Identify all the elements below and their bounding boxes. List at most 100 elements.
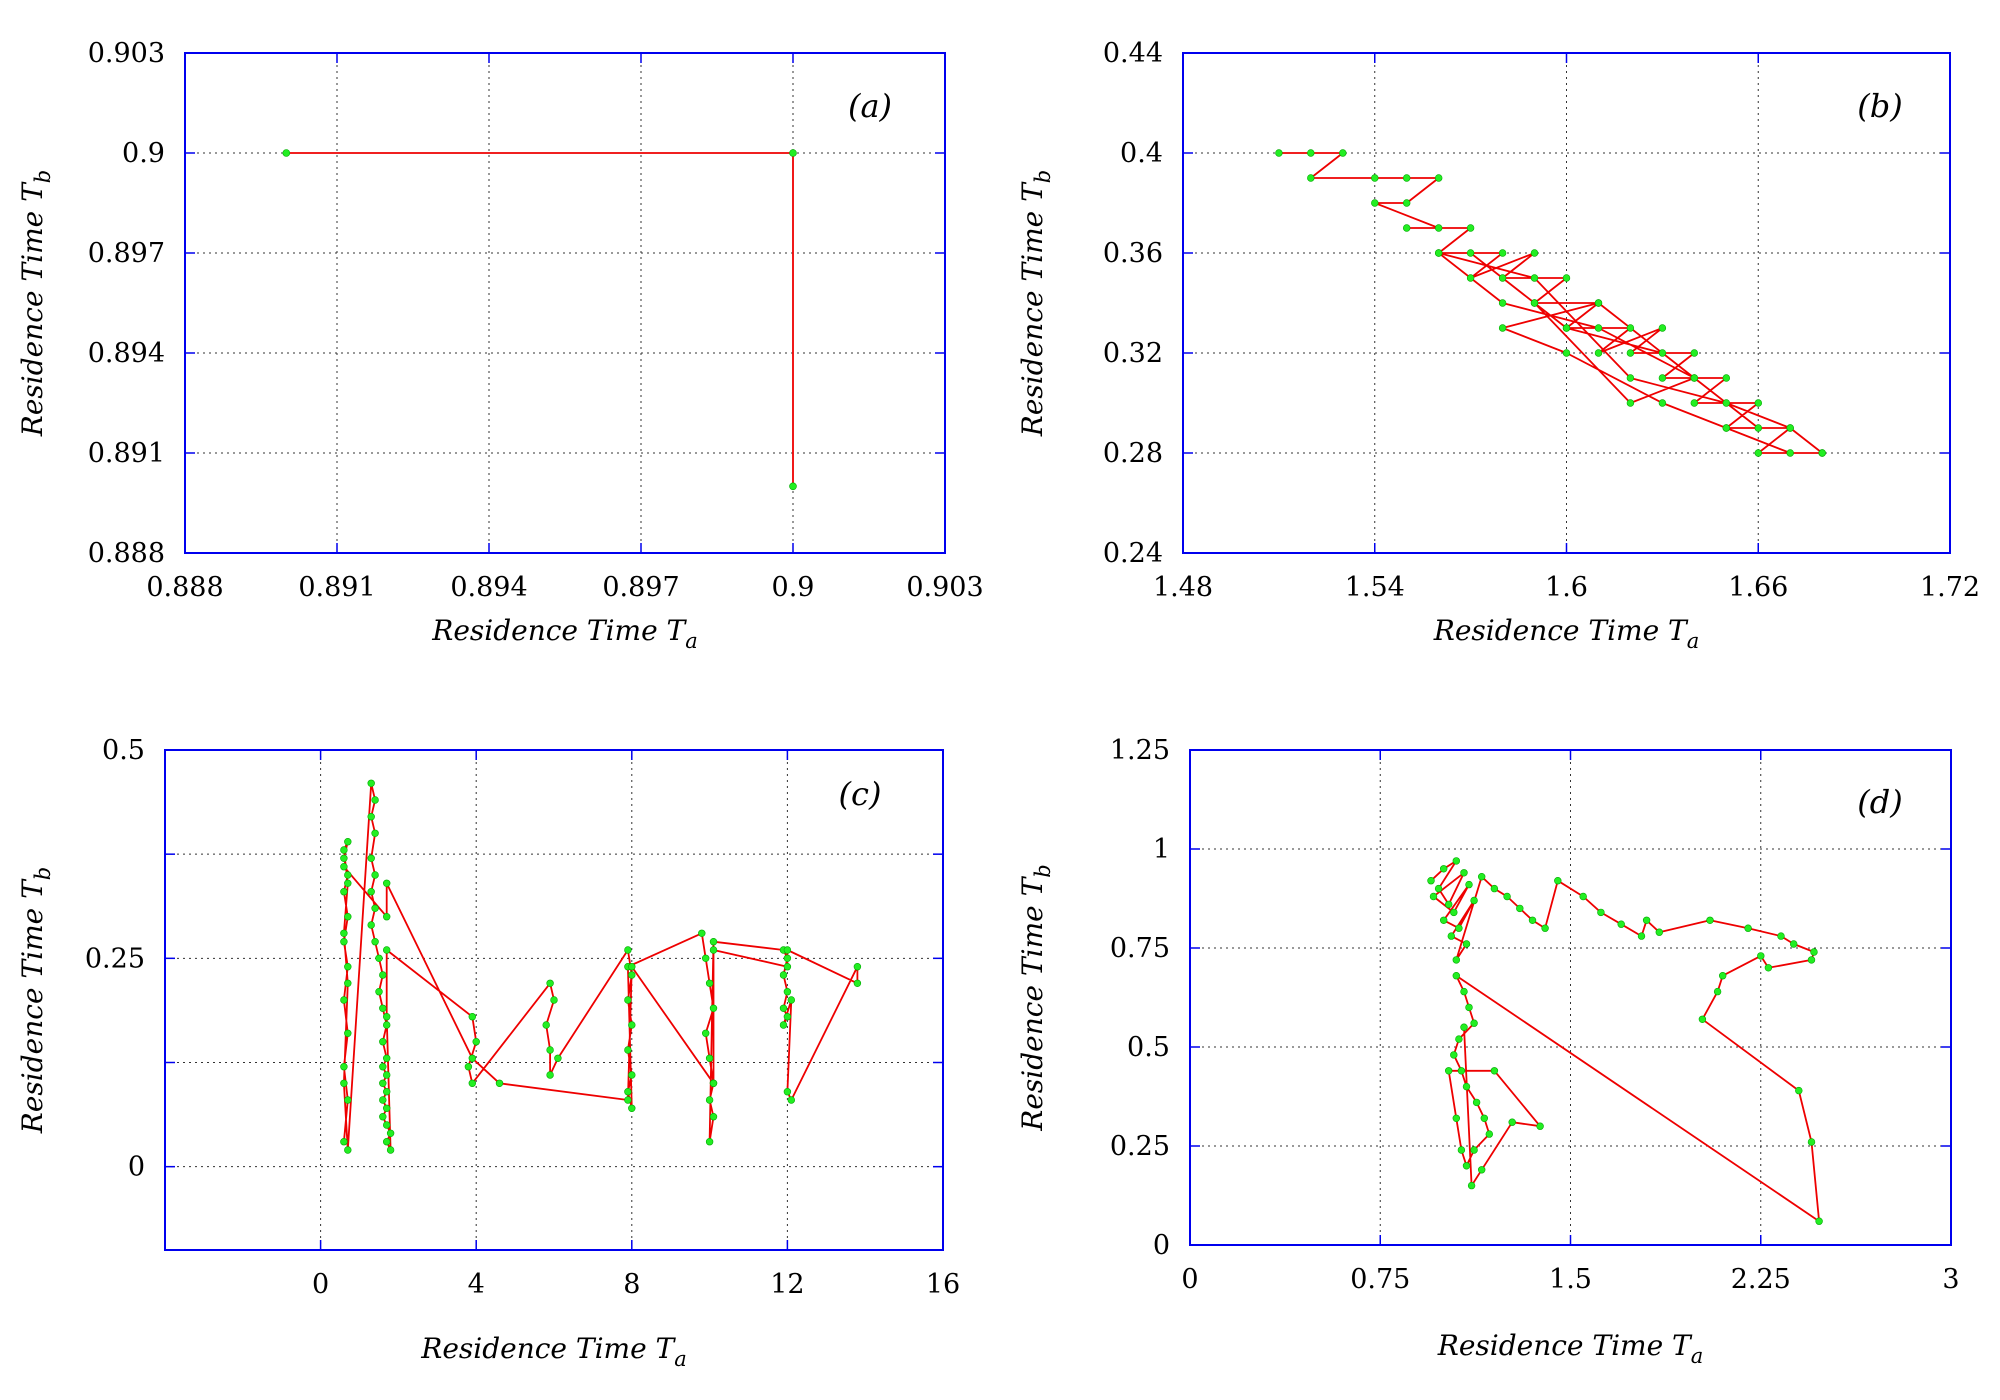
x-tick-label: 0.75 [1350,1264,1410,1295]
data-point [1594,324,1603,332]
data-point [1490,884,1499,893]
data-point [546,1046,554,1054]
data-point [705,1096,714,1104]
y-tick-label: 0 [1153,1230,1170,1261]
data-point [1757,952,1765,960]
data-point [1462,940,1471,948]
data-point [1530,299,1539,307]
data-point [383,1087,391,1096]
data-point [779,1004,788,1012]
data-point [1818,449,1826,457]
data-point [783,1087,792,1096]
points-a [282,149,797,491]
data-point [783,946,792,954]
x-axis-label-c: Residence Time Ta [420,1332,687,1371]
data-point [1503,892,1511,901]
data-point [1626,399,1635,407]
data-point [1655,928,1664,936]
plot-frame-a [184,52,946,554]
data-point [1658,324,1667,332]
data-point [1722,374,1731,382]
x-tick-label: 12 [770,1269,804,1300]
data-point [383,946,391,954]
data-point [1744,924,1752,932]
y-tick-label: 0.32 [1103,338,1163,369]
data-point [1466,224,1475,232]
y-tick-label: 0.4 [1120,138,1163,169]
y-axis-label-d: Residence Time Tb [1016,864,1055,1131]
data-point [624,1046,632,1054]
y-tick-label: 1 [1153,834,1170,865]
data-point [375,987,383,996]
data-point [1815,1217,1823,1225]
data-point [1452,956,1461,964]
data-point [1594,349,1603,357]
data-point [1402,224,1411,232]
data-point [1402,174,1411,182]
x-tick-label: 0.903 [906,572,983,603]
data-point [709,1112,718,1121]
data-point [1444,900,1453,909]
data-point [779,971,788,979]
data-point [624,1087,632,1096]
data-point [371,796,379,804]
x-tick-label: 0.9 [772,572,815,603]
data-point [787,996,795,1004]
data-point [1439,916,1448,924]
data-point [1470,1019,1478,1027]
data-point [383,1121,391,1129]
data-point [1617,920,1625,928]
x-tick-label: 0 [1181,1264,1198,1295]
data-point [779,1021,788,1029]
data-point [1807,956,1816,964]
data-point [472,1037,480,1046]
y-tick-label: 0.5 [1127,1032,1170,1063]
data-point [1450,1051,1458,1059]
data-point [1477,872,1486,881]
data-point [628,962,636,971]
data-point [1722,424,1731,432]
data-point [1455,1035,1463,1043]
data-point [1466,249,1475,257]
data-point [705,1137,714,1146]
data-point [1690,349,1699,357]
data-point [1530,249,1539,257]
x-tick-label: 1.5 [1549,1264,1592,1295]
data-point [344,879,352,887]
data-point [1789,940,1798,948]
grid-a [185,53,945,553]
data-point [386,1129,395,1138]
data-point [367,854,375,862]
data-point [701,954,710,962]
panel-c: 0 4 8 12 16 0 0.25 0.5 (c) Residence Time Ta Resid… [16,735,960,1371]
y-tick-label: 0.891 [88,438,165,469]
data-point [624,996,632,1004]
data-point [340,1062,348,1071]
data-point [344,1029,352,1038]
data-point [1447,932,1456,940]
data-point [1452,857,1461,865]
data-point [1457,1146,1466,1154]
data-point [367,887,375,896]
data-point [1460,869,1468,877]
y-tick-label: 0 [128,1152,145,1183]
data-point [1626,349,1635,357]
data-point [853,962,862,971]
data-point [550,996,558,1004]
data-point [1516,904,1524,913]
data-point [787,1096,795,1104]
data-point [1764,964,1773,972]
trajectory-line-d [1430,860,1820,1223]
data-point [340,846,348,854]
ticks-c: 0 4 8 12 16 0 0.25 0.5 [85,735,960,1300]
data-point [464,1062,473,1071]
data-point [1434,224,1443,232]
points-b [1275,149,1826,457]
y-tick-label: 0.25 [1110,1131,1170,1162]
x-tick-label: 16 [926,1269,960,1300]
x-tick-label: 2.25 [1731,1264,1791,1295]
data-point [783,954,792,962]
data-point [1450,908,1458,917]
data-point [1754,424,1763,432]
data-point [1637,932,1646,940]
